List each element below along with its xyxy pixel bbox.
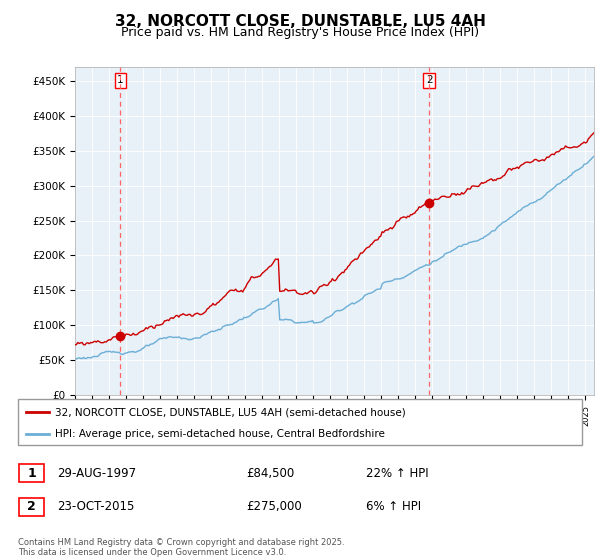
Text: 1: 1 bbox=[27, 466, 36, 480]
Text: 23-OCT-2015: 23-OCT-2015 bbox=[57, 500, 134, 514]
Text: 29-AUG-1997: 29-AUG-1997 bbox=[57, 466, 136, 480]
Text: 32, NORCOTT CLOSE, DUNSTABLE, LU5 4AH: 32, NORCOTT CLOSE, DUNSTABLE, LU5 4AH bbox=[115, 14, 485, 29]
Text: £275,000: £275,000 bbox=[246, 500, 302, 514]
Text: 2: 2 bbox=[27, 500, 36, 514]
Text: 6% ↑ HPI: 6% ↑ HPI bbox=[366, 500, 421, 514]
Text: Contains HM Land Registry data © Crown copyright and database right 2025.
This d: Contains HM Land Registry data © Crown c… bbox=[18, 538, 344, 557]
Text: 2: 2 bbox=[426, 75, 433, 85]
Text: 32, NORCOTT CLOSE, DUNSTABLE, LU5 4AH (semi-detached house): 32, NORCOTT CLOSE, DUNSTABLE, LU5 4AH (s… bbox=[55, 407, 406, 417]
Text: HPI: Average price, semi-detached house, Central Bedfordshire: HPI: Average price, semi-detached house,… bbox=[55, 429, 385, 438]
Text: 1: 1 bbox=[117, 75, 124, 85]
Text: Price paid vs. HM Land Registry's House Price Index (HPI): Price paid vs. HM Land Registry's House … bbox=[121, 26, 479, 39]
Text: £84,500: £84,500 bbox=[246, 466, 294, 480]
Text: 22% ↑ HPI: 22% ↑ HPI bbox=[366, 466, 428, 480]
